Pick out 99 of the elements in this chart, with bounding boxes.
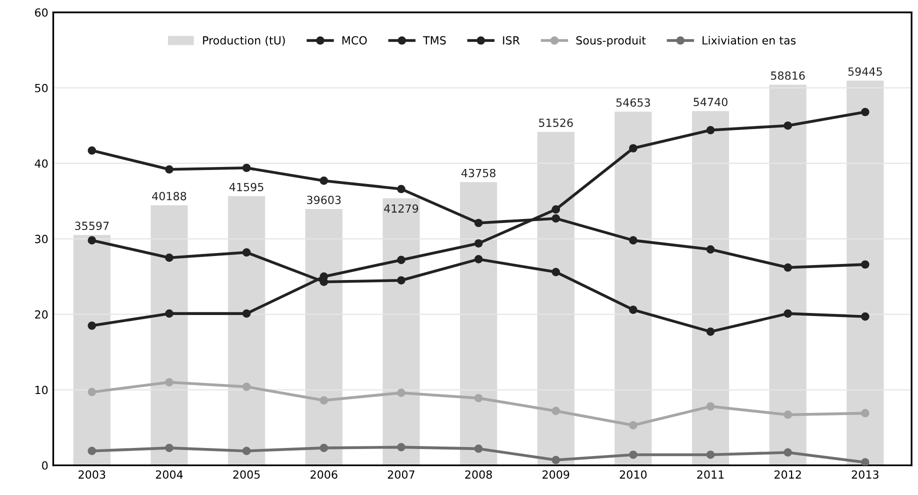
data-label: 41595 <box>229 182 264 192</box>
point <box>552 214 560 223</box>
bar <box>150 205 188 466</box>
point <box>242 164 251 172</box>
x-tick-label: 2008 <box>465 470 492 479</box>
point <box>861 312 870 321</box>
y-tick-label: 10 <box>35 386 48 394</box>
point <box>552 456 560 464</box>
data-label: 43758 <box>461 168 496 178</box>
point <box>165 444 174 452</box>
point <box>88 146 96 155</box>
bar <box>846 80 884 466</box>
point <box>784 121 792 130</box>
bar <box>73 234 110 466</box>
bar <box>614 112 652 466</box>
point <box>861 458 870 466</box>
legend-label: Lixiviation en tas <box>702 36 796 45</box>
point <box>861 260 870 269</box>
point <box>88 321 96 330</box>
y-tick-label: 30 <box>35 234 48 244</box>
point <box>629 421 638 430</box>
bar <box>228 196 266 466</box>
point <box>397 276 406 285</box>
point <box>320 396 328 405</box>
bar <box>769 84 806 466</box>
point <box>397 184 406 194</box>
data-label: 51526 <box>539 118 573 127</box>
legend-label: MCO <box>342 36 367 45</box>
point <box>242 446 251 456</box>
point <box>784 410 792 419</box>
data-label: 35597 <box>75 222 109 230</box>
y-tick-label: 60 <box>35 8 48 17</box>
point <box>474 255 483 264</box>
point <box>320 444 328 452</box>
x-tick-label: 2012 <box>774 470 801 479</box>
bar <box>460 182 498 466</box>
point <box>784 448 792 457</box>
data-label: 59445 <box>848 67 882 76</box>
x-tick-label: 2010 <box>620 470 647 479</box>
point <box>552 406 560 416</box>
data-label: 58816 <box>771 71 805 80</box>
point <box>629 236 638 245</box>
x-tick-label: 2005 <box>233 470 260 479</box>
point <box>784 263 792 272</box>
x-tick-label: 2009 <box>542 470 570 479</box>
x-tick-label: 2011 <box>697 470 724 479</box>
point <box>629 144 638 152</box>
data-label: 40188 <box>152 192 186 200</box>
point <box>88 236 96 245</box>
point <box>88 446 96 456</box>
point <box>706 328 715 336</box>
point <box>474 394 483 402</box>
data-label: 54653 <box>616 98 650 107</box>
point <box>706 450 715 459</box>
point <box>165 378 174 386</box>
legend-label: Sous-produit <box>576 36 646 47</box>
point <box>397 443 406 452</box>
point <box>397 388 406 397</box>
x-tick-label: 2006 <box>310 470 338 479</box>
y-tick-label: 20 <box>35 310 48 319</box>
data-label: 39603 <box>307 196 341 204</box>
x-tick-label: 2003 <box>78 470 106 479</box>
point <box>88 388 96 396</box>
point <box>861 108 870 116</box>
point <box>320 176 328 185</box>
point <box>165 309 174 318</box>
y-tick-label: 40 <box>34 159 48 168</box>
point <box>397 256 406 264</box>
bar <box>305 209 342 466</box>
x-tick-label: 2007 <box>388 470 414 479</box>
point <box>165 254 174 262</box>
x-tick-label: 2013 <box>852 470 878 479</box>
point <box>552 268 560 276</box>
legend-label: TMS <box>422 36 446 45</box>
point <box>242 309 251 318</box>
bar <box>382 198 420 466</box>
point <box>706 402 715 411</box>
x-tick-label: 2004 <box>156 470 183 479</box>
point <box>552 205 560 214</box>
point <box>784 309 792 318</box>
y-tick-label: 50 <box>35 84 48 92</box>
point <box>706 126 715 134</box>
data-label: 54740 <box>694 98 728 106</box>
point <box>242 382 251 391</box>
bar <box>692 111 730 466</box>
bar <box>537 132 574 466</box>
point <box>629 306 638 314</box>
legend-label: Production (tU) <box>203 36 285 46</box>
point <box>474 239 483 248</box>
point <box>474 444 483 453</box>
point <box>165 165 174 174</box>
point <box>242 248 251 257</box>
data-label: 41279 <box>384 204 418 213</box>
y-tick-label: 0 <box>42 461 48 470</box>
legend-label: ISR <box>503 36 520 45</box>
point <box>861 409 870 418</box>
point <box>629 450 638 459</box>
point <box>474 218 483 228</box>
point <box>706 245 715 254</box>
